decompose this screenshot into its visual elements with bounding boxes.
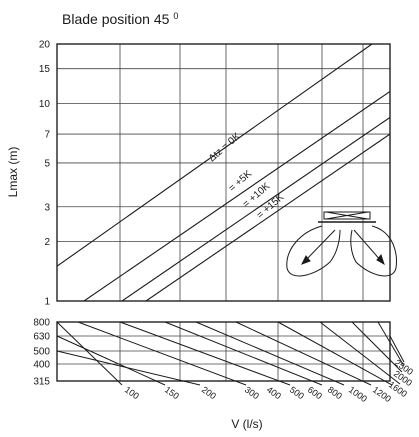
- y-axis-label: Lmax (m): [6, 147, 20, 198]
- throw-line: [121, 116, 390, 301]
- flow-rate-label: 150: [163, 384, 181, 401]
- size-diagonal: [56, 350, 201, 386]
- flow-rate-label: 500: [288, 384, 306, 401]
- flow-rate-label: 100: [123, 384, 141, 401]
- lmax-tick: 20: [39, 40, 51, 51]
- size-diagonal: [319, 321, 401, 385]
- size-tick: 315: [33, 377, 50, 388]
- size-diagonal: [377, 321, 405, 367]
- lmax-tick: 3: [44, 202, 50, 213]
- throw-line-label: = +5K: [227, 168, 255, 194]
- chart-title-text: Blade position 45: [62, 11, 170, 27]
- size-tick: 500: [33, 347, 50, 358]
- x-axis-label: V (l/s): [231, 417, 262, 431]
- flow-rate-label: 1000: [347, 384, 369, 404]
- throw-line: [145, 133, 390, 301]
- throw-lines: [57, 44, 390, 301]
- size-gridlines: [57, 322, 390, 381]
- lmax-tick: 15: [39, 64, 51, 75]
- air-arrow-left: [303, 229, 336, 263]
- lmax-tick-labels: 20 15 10 7 5 3 2 1: [39, 40, 51, 308]
- air-arrow-right: [353, 229, 383, 263]
- size-diagonal-lines: [56, 321, 405, 386]
- throw-line-label: Δtz = 0K: [207, 131, 243, 165]
- throw-line: [57, 44, 373, 267]
- flow-rate-label: 400: [265, 384, 283, 401]
- size-diagonal: [119, 321, 291, 386]
- diffuser-icon: [286, 211, 397, 277]
- size-tick: 630: [33, 332, 50, 343]
- throw-line: [83, 91, 390, 301]
- size-diagonal: [77, 321, 247, 386]
- lmax-gridlines: [57, 44, 390, 301]
- size-diagonal: [56, 335, 166, 386]
- flow-rate-label: 200: [200, 384, 218, 401]
- size-diagonal: [389, 335, 405, 363]
- size-diagonal: [351, 321, 403, 373]
- lmax-tick: 10: [39, 99, 51, 110]
- flow-rate-label: 800: [326, 384, 344, 401]
- lmax-tick: 7: [44, 130, 50, 141]
- lmax-tick: 1: [44, 297, 50, 308]
- size-panel-frame: [56, 321, 391, 382]
- throw-line-labels: Δtz = 0K= +5K= +10K= +15K: [207, 131, 287, 222]
- chart-title: Blade position 45 0: [62, 11, 178, 27]
- size-tick-labels: 800 630 500 400 315: [33, 318, 50, 388]
- flow-rate-label: 300: [243, 384, 261, 401]
- air-spread-left: [286, 225, 341, 277]
- size-diagonal: [277, 321, 393, 386]
- lmax-panel-frame: [56, 43, 391, 302]
- air-spread-right: [350, 225, 397, 277]
- size-diagonal: [235, 321, 372, 386]
- size-diagonal: [56, 321, 123, 386]
- air-arrowhead-right: [376, 253, 385, 266]
- lmax-tick: 5: [44, 158, 50, 169]
- size-diagonal: [195, 321, 345, 386]
- size-diagonal: [164, 321, 323, 386]
- size-tick: 400: [33, 360, 50, 371]
- chart-title-superscript: 0: [173, 11, 178, 21]
- flow-rate-label: 600: [306, 384, 324, 401]
- lmax-tick: 2: [44, 237, 50, 248]
- diffuser-blade: [325, 211, 369, 220]
- size-tick: 800: [33, 318, 50, 329]
- air-arrowhead-left: [300, 255, 311, 265]
